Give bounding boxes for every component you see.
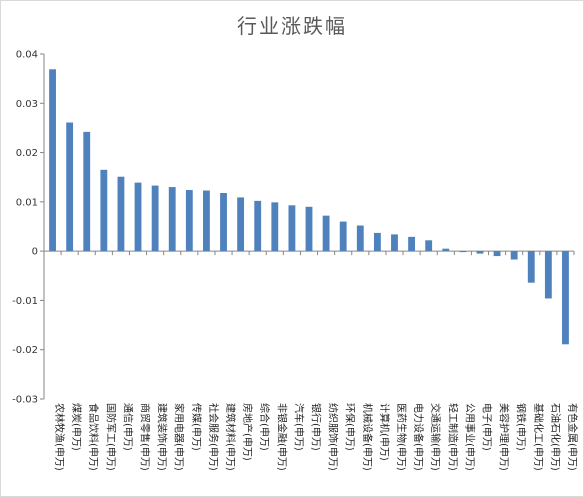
x-category-label: 建筑装饰(申万) [156,403,169,471]
bar [544,251,552,299]
x-category-label: 食品饮料(申万) [87,403,100,471]
x-category-label: 银行(申万) [310,403,323,451]
bar [408,236,415,252]
x-category-label: 商贸零售(申万) [139,403,152,471]
bar [134,182,142,252]
chart-title: 行业涨跌幅 [237,14,347,38]
bar [493,251,501,257]
x-category-label: 交通运输(申万) [429,403,442,471]
x-category-label: 环保(申万) [344,403,357,451]
bar [83,131,91,252]
x-category-label: 国防军工(申万) [104,403,117,471]
bar [185,190,193,252]
bar [254,200,262,252]
bar [237,197,245,252]
x-category-label: 有色金属(申万) [566,403,579,471]
bar [66,122,74,252]
x-category-label: 电力设备(申万) [412,403,425,471]
bar [391,234,398,252]
bar [527,251,535,283]
x-category-label: 传媒(申万) [190,403,203,451]
x-category-label: 建筑材料(申万) [224,403,237,471]
x-category-label: 综合(申万) [258,403,271,451]
x-category-label: 轻工制造(申万) [446,403,459,471]
bar [151,185,159,252]
x-category-label: 机械设备(申万) [361,403,374,471]
bar [49,69,56,252]
bar [562,251,569,345]
x-category-label: 石油石化(申万) [549,403,562,471]
x-category-label: 通信(申万) [121,403,134,451]
bar [220,192,227,252]
x-category-label: 电子(申万) [480,403,493,451]
x-category-label: 公用事业(申万) [463,403,476,471]
bar [425,240,433,252]
x-category-label: 煤炭(申万) [70,403,83,451]
y-tick-label: 0.01 [16,197,38,208]
y-tick-label: -0.02 [12,345,38,356]
bar [459,251,467,253]
x-category-label: 农林牧渔(申万) [53,403,66,471]
bar [442,248,450,252]
bar [476,251,484,254]
x-category-label: 家用电器(申万) [173,403,186,471]
bar [100,169,108,252]
x-category-label: 美容护理(申万) [498,403,511,471]
y-tick-label: 0.04 [16,50,38,61]
bar [373,232,381,252]
x-category-label: 计算机(申万) [378,403,391,461]
bar [339,221,347,252]
x-category-label: 钢铁(申万) [515,403,528,451]
x-category-label: 纺织服饰(申万) [327,403,340,471]
x-category-label: 汽车(申万) [292,403,305,451]
x-category-label: 医药生物(申万) [395,403,408,471]
x-category-label: 社会服务(申万) [207,403,220,471]
bar [168,187,176,252]
y-tick-label: 0 [32,247,38,258]
y-tick-label: 0.02 [16,148,38,159]
bar [271,202,279,252]
y-tick-label: -0.01 [12,296,38,307]
bar [305,206,313,252]
x-category-label: 基础化工(申万) [532,403,545,471]
bar [203,190,210,252]
x-category-label: 房地产(申万) [241,403,254,461]
x-category-label: 非银金融(申万) [275,403,288,471]
bar [288,205,296,252]
bar [322,215,330,252]
bar [510,251,518,260]
bar [117,176,125,252]
y-tick-label: 0.03 [16,99,38,110]
y-tick-label: -0.03 [12,395,38,406]
bar [356,225,364,252]
